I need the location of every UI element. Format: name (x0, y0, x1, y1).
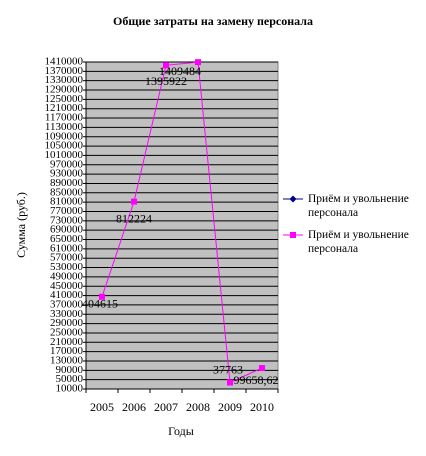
marker (163, 62, 169, 69)
x-tick-label: 2005 (90, 400, 114, 414)
data-label: 37763 (213, 362, 243, 376)
legend-icon (283, 195, 303, 203)
data-label: 404615 (82, 297, 118, 311)
y-tick-label: 1290000 (45, 84, 84, 96)
y-tick-label: 1210000 (45, 102, 84, 114)
marker (195, 59, 201, 66)
x-axis-label: Годы (168, 424, 194, 438)
legend-entry: Приём и увольнение персонала (282, 192, 410, 220)
x-tick-label: 2006 (122, 400, 146, 414)
x-tick-label: 2009 (218, 400, 242, 414)
y-tick-label: 650000 (50, 233, 84, 245)
marker (131, 198, 137, 205)
y-tick-label: 250000 (50, 326, 84, 338)
y-tick-label: 970000 (50, 158, 84, 170)
y-tick-label: 930000 (50, 168, 84, 180)
y-tick-label: 1410000 (45, 56, 84, 68)
x-tick-label: 2010 (250, 400, 274, 414)
data-label: 99658,62 (234, 373, 279, 387)
marker (227, 379, 233, 386)
plot-area (85, 61, 279, 390)
y-tick-label: 1090000 (45, 130, 84, 142)
marker (99, 293, 105, 300)
data-label: 1395922 (145, 74, 187, 88)
data-label: 1409484 (159, 64, 201, 78)
y-tick-label: 90000 (56, 364, 84, 376)
y-tick-label: 850000 (50, 186, 84, 198)
y-tick-label: 50000 (56, 373, 84, 385)
y-tick-label: 1170000 (45, 112, 84, 124)
legend-entry: Приём и увольнение персонала (282, 228, 410, 256)
y-tick-label: 210000 (50, 336, 84, 348)
y-tick-label: 730000 (50, 214, 84, 226)
y-tick-label: 530000 (50, 261, 84, 273)
y-tick-label: 370000 (50, 298, 84, 310)
y-tick-label: 1050000 (45, 140, 84, 152)
marker (259, 365, 265, 372)
y-tick-label: 170000 (50, 345, 84, 357)
y-tick-label: 1010000 (45, 149, 84, 161)
y-tick-label: 1250000 (45, 93, 84, 105)
y-tick-label: 410000 (50, 289, 84, 301)
data-label: 812224 (116, 211, 152, 225)
y-axis-label: Сумма (руб.) (14, 192, 28, 258)
series-line (101, 61, 263, 384)
y-tick-label: 690000 (50, 224, 84, 236)
x-tick-label: 2007 (154, 400, 178, 414)
y-tick-label: 10000 (56, 383, 84, 395)
chart-title: Общие затраты на замену персонала (113, 14, 313, 28)
legend-icon (283, 232, 303, 238)
legend-label: Приём и увольнение персонала (308, 229, 409, 255)
y-tick-label: 1130000 (45, 121, 84, 133)
y-tick-label: 610000 (50, 242, 84, 254)
y-tick-label: 810000 (50, 196, 84, 208)
y-tick-label: 570000 (50, 252, 84, 264)
y-tick-label: 1370000 (45, 65, 84, 77)
legend: Приём и увольнение персонала Приём и увол… (282, 192, 410, 264)
y-tick-label: 290000 (50, 317, 84, 329)
marker (290, 232, 296, 238)
y-tick-label: 330000 (50, 308, 84, 320)
y-tick-label: 130000 (50, 355, 84, 367)
legend-label: Приём и увольнение персонала (308, 193, 409, 219)
y-tick-label: 450000 (50, 280, 84, 292)
marker (289, 195, 297, 203)
y-tick-label: 770000 (50, 205, 84, 217)
x-tick-label: 2008 (186, 400, 210, 414)
y-tick-label: 490000 (50, 270, 84, 282)
y-tick-label: 890000 (50, 177, 84, 189)
y-tick-label: 1330000 (45, 74, 84, 86)
